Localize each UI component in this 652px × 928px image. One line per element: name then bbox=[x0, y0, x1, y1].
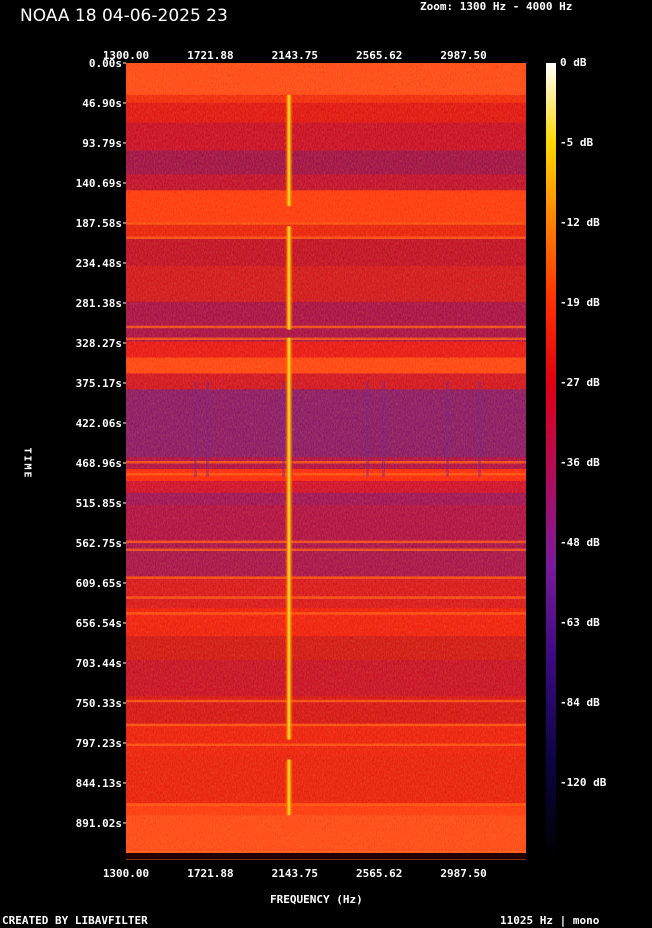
y-tick-label: 750.33s bbox=[76, 697, 122, 710]
y-tick-label: 703.44s bbox=[76, 657, 122, 670]
y-tick-label: 375.17s bbox=[76, 377, 122, 390]
colorbar-tick-label: -27 dB bbox=[560, 376, 600, 389]
x-axis-label: FREQUENCY (Hz) bbox=[270, 893, 363, 906]
y-tick-label: 422.06s bbox=[76, 417, 122, 430]
x-tick-label: 2565.62 bbox=[356, 867, 402, 880]
colorbar-tick-label: -120 dB bbox=[560, 776, 607, 789]
y-tick-label: 609.65s bbox=[76, 577, 122, 590]
zoom-range-label: Zoom: 1300 Hz - 4000 Hz bbox=[420, 0, 573, 13]
colorbar-tick-label: -5 dB bbox=[560, 136, 593, 149]
colorbar-axis: 0 dB -5 dB -12 dB -19 dB -27 dB -36 dB -48 dB -… bbox=[560, 56, 607, 789]
y-tick-label: 187.58s bbox=[76, 217, 122, 230]
spectrogram-noise bbox=[126, 63, 526, 859]
spectrogram-plot-area bbox=[126, 63, 526, 860]
colorbar-tick-label: -36 dB bbox=[560, 456, 600, 469]
y-tick-label: 0.00s bbox=[89, 57, 122, 70]
x-tick-label: 2987.50 bbox=[440, 49, 486, 62]
y-axis: 0.00s 46.90s 93.79s 140.69s 187.58s 234.48s 28… bbox=[76, 57, 126, 830]
x-tick-label: 2565.62 bbox=[356, 49, 402, 62]
y-axis-label: TIME bbox=[21, 447, 33, 480]
y-tick-label: 234.48s bbox=[76, 257, 122, 270]
y-tick-label: 562.75s bbox=[76, 537, 122, 550]
x-tick-label: 1300.00 bbox=[103, 867, 149, 880]
x-tick-label: 1300.00 bbox=[103, 49, 149, 62]
footer-credit: CREATED BY LIBAVFILTER bbox=[2, 914, 148, 927]
colorbar-tick-label: -63 dB bbox=[560, 616, 600, 629]
y-tick-label: 844.13s bbox=[76, 777, 122, 790]
colorbar-tick-label: -48 dB bbox=[560, 536, 600, 549]
colorbar-tick-label: -12 dB bbox=[560, 216, 600, 229]
tone-line bbox=[284, 94, 293, 207]
colorbar-tick-label: -84 dB bbox=[560, 696, 600, 709]
y-tick-label: 797.23s bbox=[76, 737, 122, 750]
y-tick-label: 281.38s bbox=[76, 297, 122, 310]
x-tick-label: 2987.50 bbox=[440, 867, 486, 880]
y-tick-label: 328.27s bbox=[76, 337, 122, 350]
y-tick-label: 515.85s bbox=[76, 497, 122, 510]
x-tick-label: 1721.88 bbox=[187, 49, 233, 62]
colorbar-tick-label: 0 dB bbox=[560, 56, 587, 69]
x-tick-label: 1721.88 bbox=[187, 867, 233, 880]
y-tick-label: 140.69s bbox=[76, 177, 122, 190]
y-tick-label: 46.90s bbox=[82, 97, 122, 110]
x-tick-label: 2143.75 bbox=[272, 867, 318, 880]
footer-sample-rate: 11025 Hz | mono bbox=[500, 914, 600, 927]
y-tick-label: 468.96s bbox=[76, 457, 122, 470]
y-tick-label: 891.02s bbox=[76, 817, 122, 830]
colorbar bbox=[546, 63, 556, 859]
x-axis: 1300.00 1300.00 1721.88 1721.88 2143.75 2143.… bbox=[103, 49, 487, 880]
y-tick-label: 93.79s bbox=[82, 137, 122, 150]
tone-line bbox=[284, 226, 293, 330]
tone-line bbox=[284, 759, 293, 816]
colorbar-tick-label: -19 dB bbox=[560, 296, 600, 309]
plot-bottom-edge bbox=[126, 853, 526, 859]
x-tick-label: 2143.75 bbox=[272, 49, 318, 62]
y-tick-label: 656.54s bbox=[76, 617, 122, 630]
chart-title: NOAA 18 04-06-2025 23 bbox=[20, 6, 228, 26]
tone-line bbox=[284, 337, 293, 740]
